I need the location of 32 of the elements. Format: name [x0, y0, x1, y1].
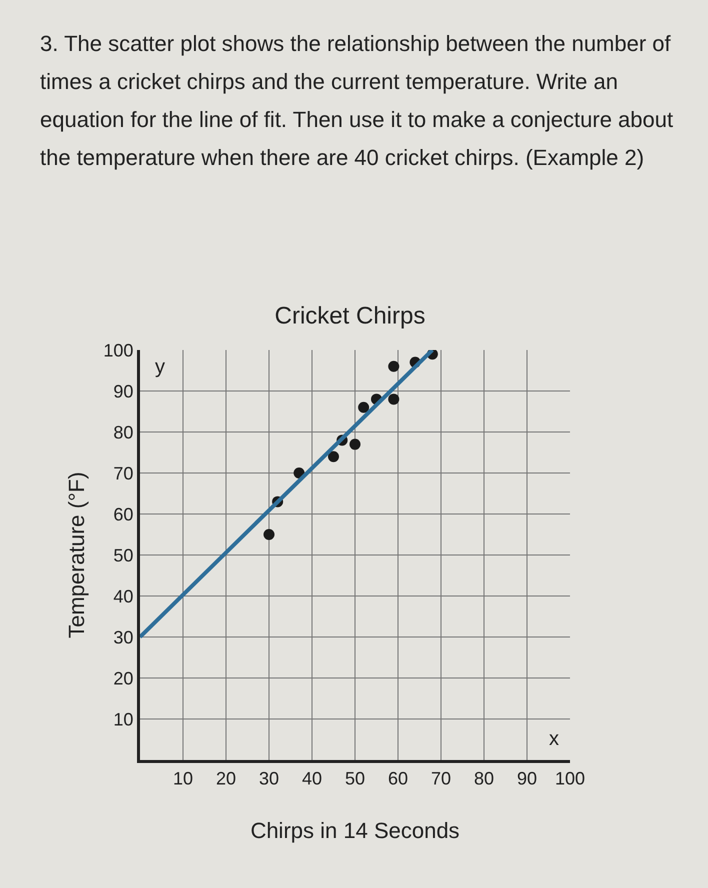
y-axis-title: Temperature (°F)	[64, 472, 89, 638]
x-tick-label: 10	[172, 768, 194, 789]
y-tick-label: 80	[113, 422, 134, 442]
x-axis-title: Chirps in 14 Seconds	[250, 818, 460, 843]
y-tick-label: 30	[113, 627, 134, 648]
point	[358, 402, 370, 413]
y-tick-label: 20	[113, 668, 134, 688]
x-tick-label: 50	[344, 768, 366, 789]
chart-title: Cricket Chirps	[274, 302, 426, 330]
point	[388, 360, 400, 372]
annotation: x	[549, 728, 559, 750]
x-tick-label: 90	[516, 768, 538, 789]
text: 3. The scatter plot shows the relationship between the number of times a cricket chirps and the current temperature. Write an equation for the line of fit. Then use it to make a conjecture about the temperature when there are 40 cricket chirps. (Example 2)	[40, 30, 674, 172]
x-tick-label: 100	[554, 768, 586, 789]
x-tick-label: 30	[258, 768, 280, 789]
x-tick-label: 70	[430, 768, 452, 789]
x-tick-label: 60	[388, 768, 408, 789]
y-tick-label: 60	[113, 504, 134, 524]
y-tick-label: 100	[103, 340, 134, 360]
annotation: y	[155, 356, 165, 378]
y-tick-label: 40	[113, 586, 134, 606]
point	[264, 529, 274, 540]
y-tick-label: 90	[113, 381, 134, 402]
y-tick-label: 50	[113, 545, 134, 566]
point	[388, 394, 400, 405]
y-tick-label: 10	[113, 709, 134, 730]
x-tick-label: 20	[216, 768, 236, 789]
x-tick-label: 40	[302, 768, 322, 789]
x-tick-label: 80	[474, 768, 494, 789]
point	[350, 438, 360, 450]
point	[328, 451, 339, 462]
y-tick-label: 70	[113, 463, 134, 484]
